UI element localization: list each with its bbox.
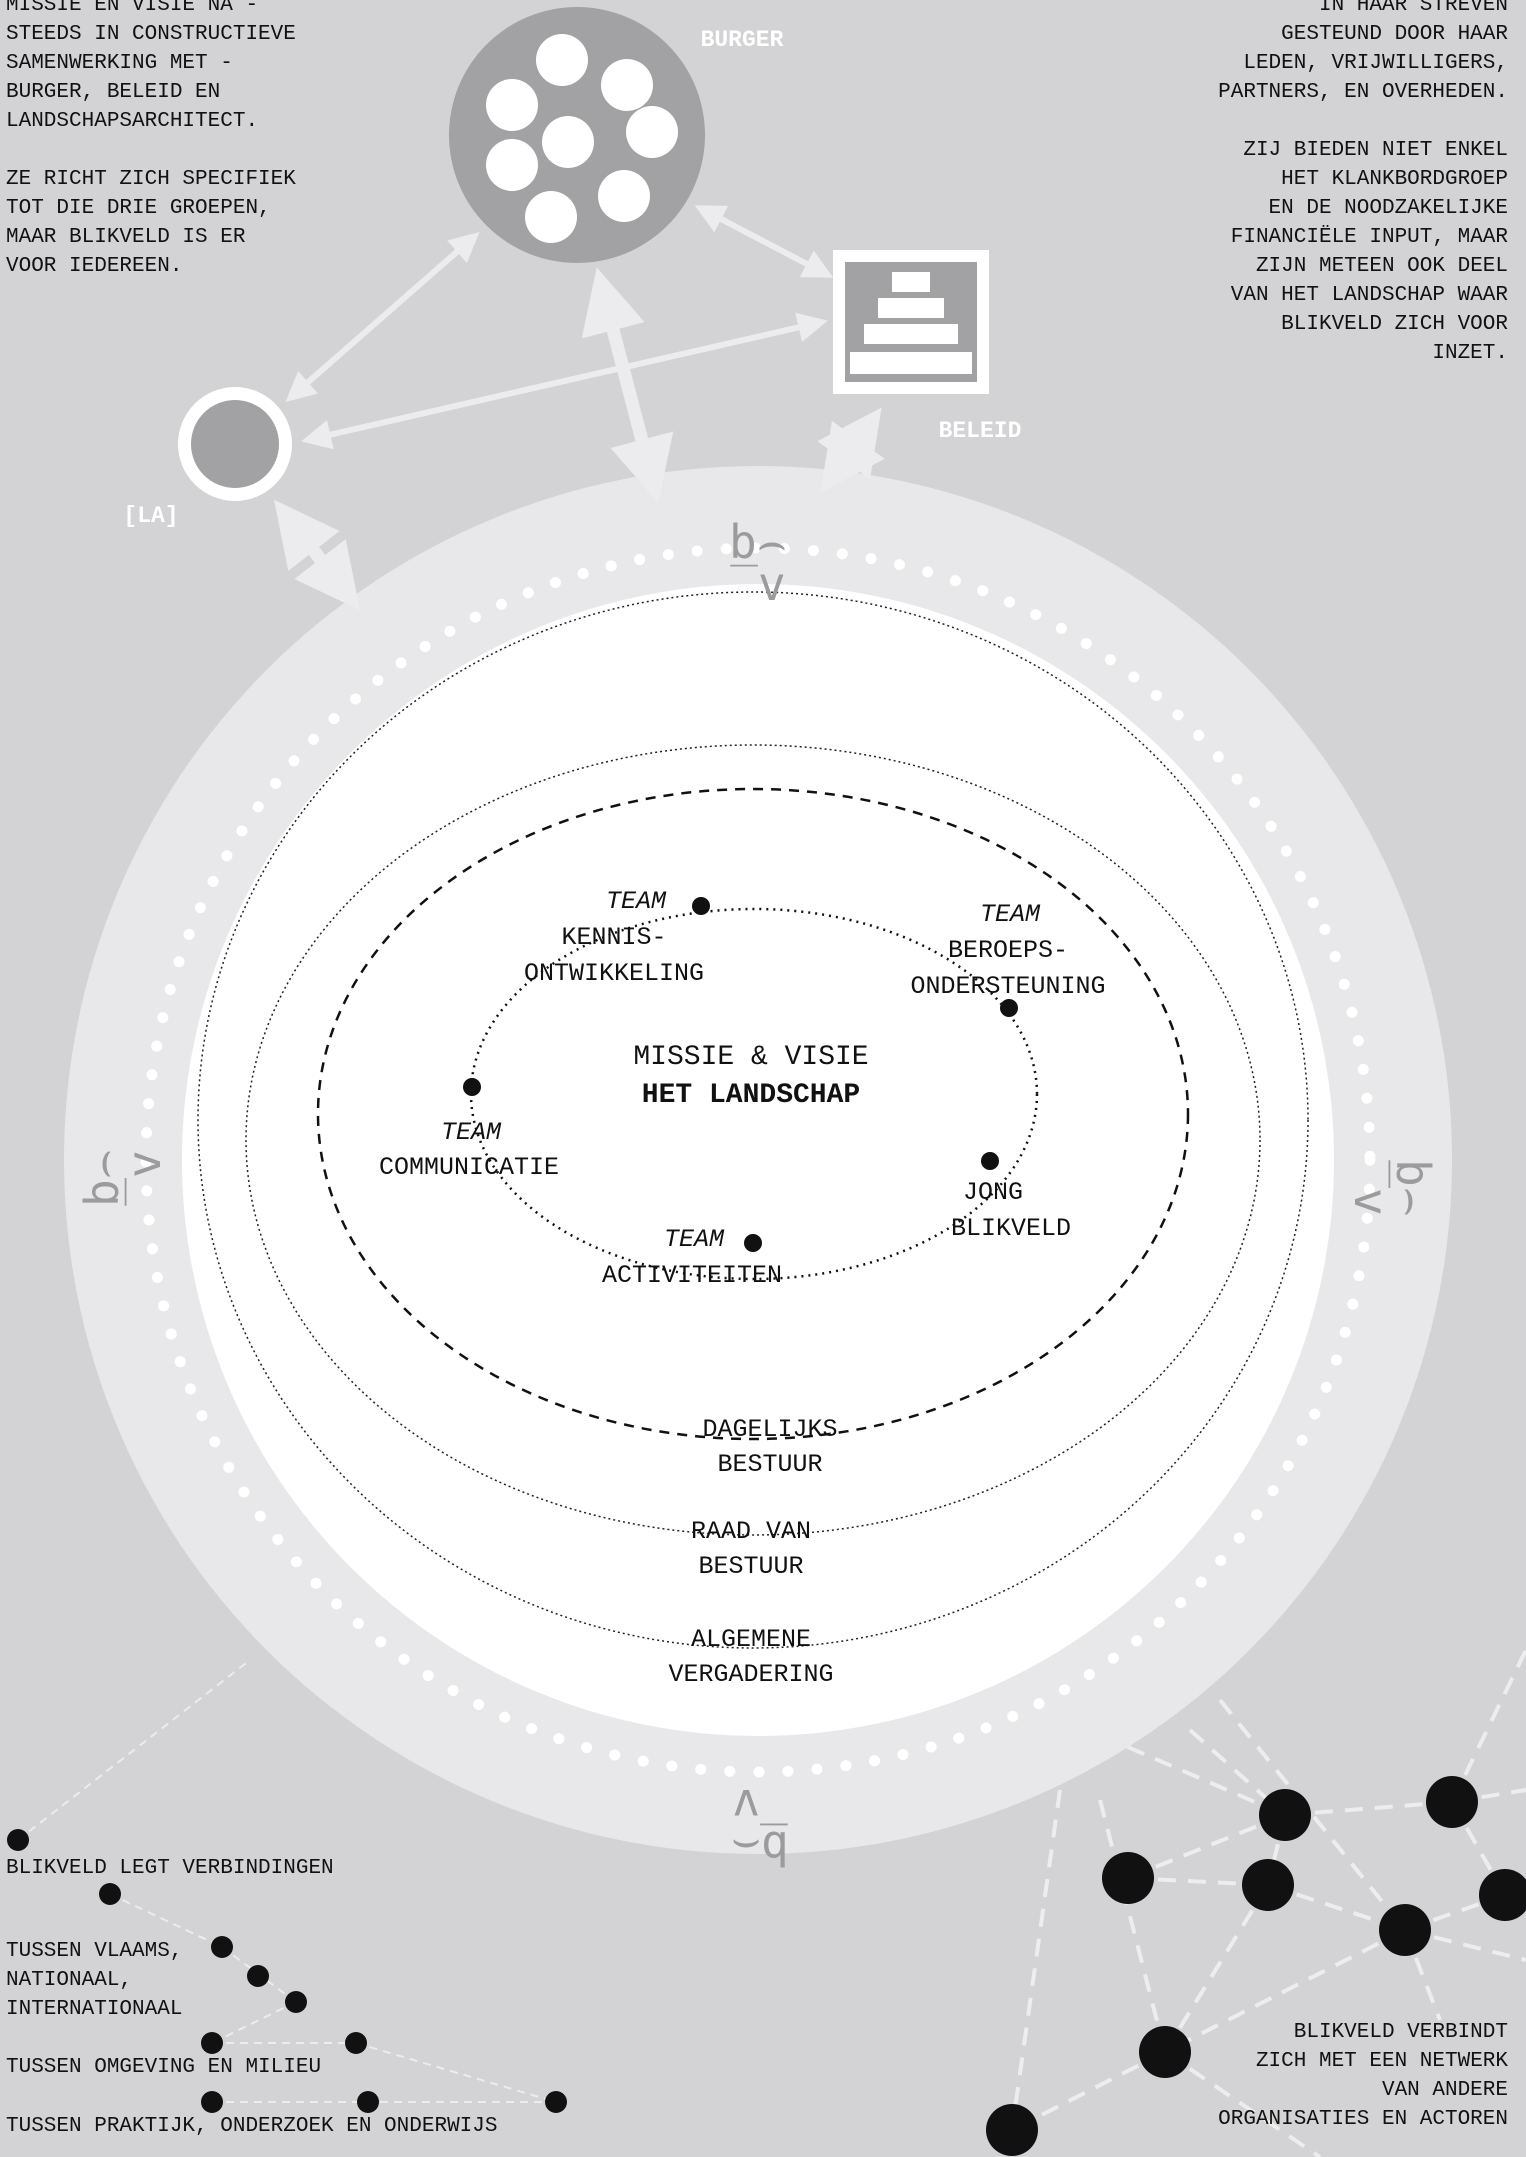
label-burger: BURGER xyxy=(701,27,784,53)
inner-disc xyxy=(182,584,1334,1736)
logo-right-line2: ‾v xyxy=(1344,1160,1398,1215)
team-kennis-word: TEAM xyxy=(606,887,667,916)
intro-right-p2-l2: HET KLANKBORDGROEP xyxy=(1281,168,1508,191)
logo-bottom: b⌢ ‾v xyxy=(731,1779,789,1875)
algemene-line2: VERGADERING xyxy=(668,1660,833,1689)
intro-right-p2-l8: INZET. xyxy=(1432,342,1508,365)
intro-right-p2-l7: BLIKVELD ZICH VOOR xyxy=(1281,313,1508,336)
connections-level1-l1: TUSSEN VLAAMS, xyxy=(6,1940,182,1963)
logo-top: b⌢ ‾v xyxy=(729,515,787,611)
logo-left-line2: ‾v xyxy=(117,1150,171,1205)
intro-left-p2-l1: ZE RICHT ZICH SPECIFIEK xyxy=(6,168,296,191)
network-text-l3: VAN ANDERE xyxy=(1382,2079,1508,2102)
team-nodes xyxy=(463,897,1018,1252)
ellipse-dagelijks-bestuur xyxy=(316,787,1190,1441)
mission-vision: MISSIE & VISIE xyxy=(633,1042,868,1073)
connections-level1-l3: INTERNATIONAAL xyxy=(6,1998,182,2021)
ellipse-algemene-vergadering xyxy=(197,591,1309,1649)
connection-nodes-left xyxy=(7,1829,567,2113)
intro-left-p2-l3: MAAR BLIKVELD IS ER xyxy=(6,226,246,249)
het-landschap: HET LANDSCHAP xyxy=(642,1080,860,1111)
logo-left: b⌢ ‾v xyxy=(75,1149,171,1207)
algemene-line1: ALGEMENE xyxy=(691,1625,811,1654)
team-kennis-line1: KENNIS- xyxy=(561,923,666,952)
team-beroeps-word: TEAM xyxy=(980,900,1041,929)
node-kennis xyxy=(692,897,710,915)
logo-bottom-line2: ‾v xyxy=(732,1779,787,1833)
ellipse-raad-van-bestuur xyxy=(245,744,1261,1536)
logo-right: b⌢ ‾v xyxy=(1344,1159,1440,1217)
dotted-ring xyxy=(140,542,1376,1778)
intro-left-p1-l3: SAMENWERKING MET - xyxy=(6,52,233,75)
intro-right-p1-l4: PARTNERS, EN OVERHEDEN. xyxy=(1218,81,1508,104)
landscape-architect-icon xyxy=(178,387,292,501)
intro-left: MISSIE EN VISIE NA - STEEDS IN CONSTRUCT… xyxy=(6,0,296,278)
logo-left-line1: b⌢ xyxy=(75,1149,129,1207)
jong-line1: JONG xyxy=(963,1178,1023,1207)
team-beroeps-line1: BEROEPS- xyxy=(948,936,1068,965)
network-text-l2: ZICH MET EEN NETWERK xyxy=(1256,2050,1508,2073)
network-text-l1: BLIKVELD VERBINDT xyxy=(1294,2021,1508,2044)
node-jong xyxy=(981,1152,999,1170)
intro-right-p1-l1: IN HAAR STREVEN xyxy=(1319,0,1508,17)
network-nodes xyxy=(986,1776,1526,2156)
intro-right-p2-l4: FINANCIËLE INPUT, MAAR xyxy=(1231,226,1509,249)
intro-right: IN HAAR STREVEN GESTEUND DOOR HAAR LEDEN… xyxy=(1218,0,1508,365)
intro-left-p1-l1: MISSIE EN VISIE NA - xyxy=(6,0,258,17)
logo-bottom-line1: b⌢ xyxy=(731,1821,789,1875)
team-activiteiten: ACTIVITEITEN xyxy=(602,1261,782,1290)
connections-heading: BLIKVELD LEGT VERBINDINGEN xyxy=(6,1857,334,1880)
label-la: [LA] xyxy=(123,503,178,529)
team-activiteiten-word: TEAM xyxy=(664,1225,725,1254)
intro-right-p2-l6: VAN HET LANDSCHAP WAAR xyxy=(1231,284,1509,307)
jong-line2: BLIKVELD xyxy=(951,1214,1071,1243)
logo-right-line1: b⌢ xyxy=(1386,1159,1440,1217)
team-beroeps-line2: ONDERSTEUNING xyxy=(910,972,1105,1001)
logo-top-line1: b⌢ xyxy=(729,515,787,569)
node-beroeps xyxy=(1000,999,1018,1017)
intro-right-p2-l5: ZIJN METEEN OOK DEEL xyxy=(1256,255,1508,278)
label-beleid: BELEID xyxy=(939,418,1022,444)
team-kennis-line2: ONTWIKKELING xyxy=(524,959,704,988)
intro-left-p1-l5: LANDSCHAPSARCHITECT. xyxy=(6,110,258,133)
dagelijks-line2: BESTUUR xyxy=(717,1450,822,1479)
dagelijks-line1: DAGELIJKS xyxy=(702,1415,837,1444)
node-activiteiten xyxy=(744,1234,762,1252)
intro-left-p2-l2: TOT DIE DRIE GROEPEN, xyxy=(6,197,271,220)
intro-right-p1-l2: GESTEUND DOOR HAAR xyxy=(1281,23,1508,46)
logo-top-line2: ‾v xyxy=(730,557,785,611)
raad-line1: RAAD VAN xyxy=(691,1517,811,1546)
connections-level1-l2: NATIONAAL, xyxy=(6,1969,132,1992)
connections-level2: TUSSEN OMGEVING EN MILIEU xyxy=(6,2056,321,2079)
intro-right-p1-l3: LEDEN, VRIJWILLIGERS, xyxy=(1243,52,1508,75)
actor-arrows xyxy=(274,205,885,611)
intro-left-p1-l4: BURGER, BELEID EN xyxy=(6,81,220,104)
intro-left-p1-l2: STEEDS IN CONSTRUCTIEVE xyxy=(6,23,296,46)
network-text-l4: ORGANISATIES EN ACTOREN xyxy=(1218,2108,1508,2131)
intro-right-p2-l3: EN DE NOODZAKELIJKE xyxy=(1269,197,1508,220)
intro-right-p2-l1: ZIJ BIEDEN NIET ENKEL xyxy=(1243,139,1508,162)
beleid-icon xyxy=(833,250,989,394)
intro-left-p2-l4: VOOR IEDEREEN. xyxy=(6,255,182,278)
raad-line2: BESTUUR xyxy=(698,1552,803,1581)
node-communicatie xyxy=(463,1078,481,1096)
team-communicatie-word: TEAM xyxy=(441,1118,502,1147)
burger-icon xyxy=(449,7,705,263)
connections-level3: TUSSEN PRAKTIJK, ONDERZOEK EN ONDERWIJS xyxy=(6,2115,497,2138)
team-communicatie: COMMUNICATIE xyxy=(379,1153,559,1182)
